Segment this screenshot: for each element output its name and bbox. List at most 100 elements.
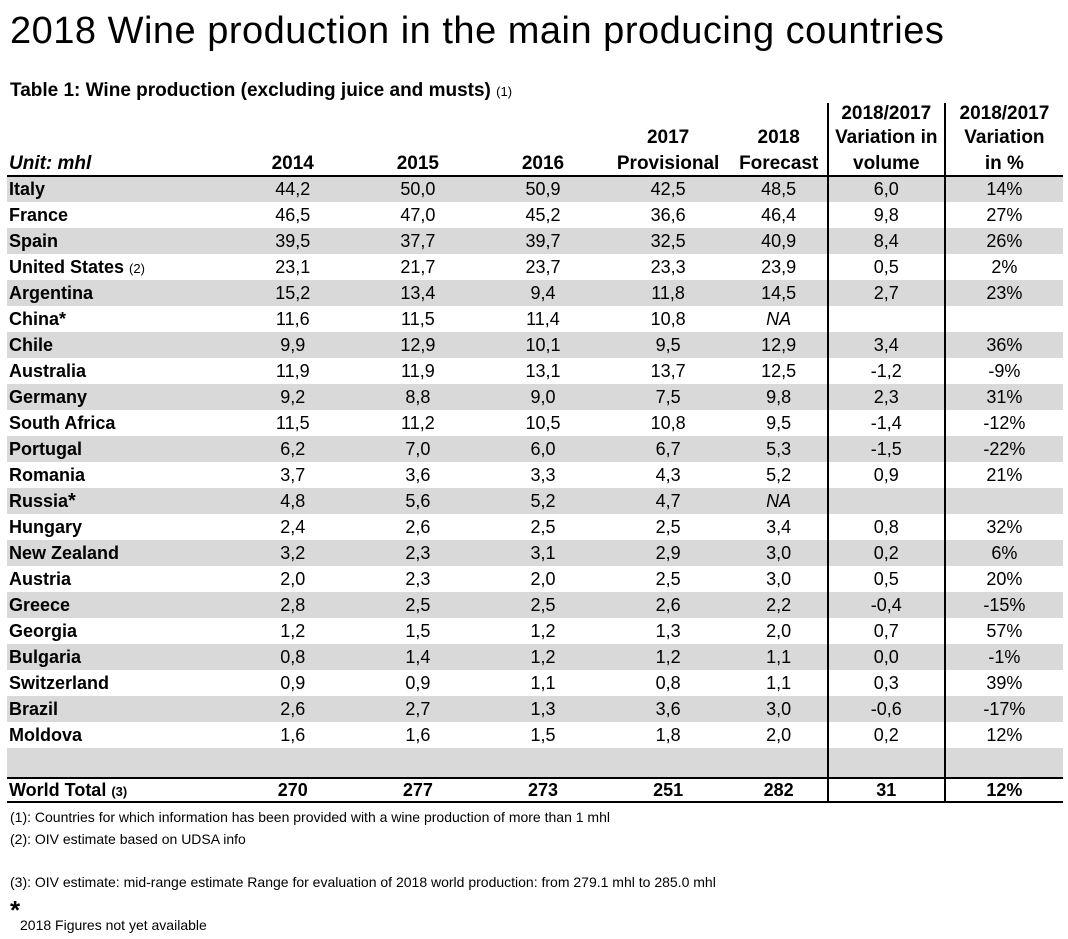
cell-2017: 10,8	[650, 308, 686, 329]
cell-variation-pct: 2%	[943, 254, 1063, 280]
country-name: Argentina	[9, 282, 94, 303]
cell-2016: 50,9	[480, 176, 606, 202]
cell-2014: 9,2	[230, 384, 356, 410]
country-name: France	[9, 204, 69, 225]
cell-2015: 8,8	[355, 384, 481, 410]
cell-2017: 1,2	[605, 644, 731, 670]
cell-2018: 1,1	[730, 644, 828, 670]
cell-2014: 2,4	[280, 516, 306, 537]
footnote-star: * 2018 Figures not yet available	[10, 895, 1060, 935]
cell-2017: 6,7	[605, 436, 731, 462]
cell-2018: 2,0	[766, 724, 792, 745]
cell-2016: 1,5	[530, 724, 556, 745]
country-name: Portugal	[9, 438, 83, 459]
cell-2018: 12,5	[761, 360, 797, 381]
cell-2018: 3,4	[766, 516, 792, 537]
country-name: Chile	[9, 334, 54, 355]
country-cell: Austria	[7, 566, 230, 592]
cell-variation-volume: 2,7	[826, 280, 945, 306]
country-name: South Africa	[9, 412, 116, 433]
cell-variation-pct: 32%	[943, 514, 1063, 540]
cell-2017: 4,7	[605, 488, 731, 514]
country-cell: Russia*	[7, 488, 231, 514]
cell-2016: 3,1	[480, 540, 606, 566]
country-name: New Zealand	[9, 542, 120, 563]
cell-2014: 2,6	[230, 696, 356, 722]
table-header: 2018/2017 2018/2017 2017 2018 Variation …	[7, 103, 1063, 177]
cell-2018: 23,9	[761, 256, 797, 277]
cell-2016: 1,2	[480, 644, 606, 670]
cell-2014: 23,1	[275, 256, 311, 277]
table-caption-text: Table 1: Wine production (excluding juic…	[10, 80, 491, 101]
cell-2018: 3,0	[766, 568, 792, 589]
cell-2015: 2,3	[405, 568, 431, 589]
table-row: Brazil 2,6 2,7 1,3 3,6 3,0 -0,6 -17%	[7, 696, 1063, 722]
total-variation-volume: 31	[826, 778, 945, 803]
header-pct-line3: in %	[943, 149, 1063, 177]
cell-2018: NA	[766, 308, 792, 329]
cell-2017: 4,3	[655, 464, 681, 485]
total-2014: 270	[230, 778, 356, 803]
cell-2018: 12,9	[730, 332, 828, 358]
cell-variation-volume: 0,9	[826, 462, 945, 488]
total-variation-pct: 12%	[943, 778, 1063, 803]
cell-2014: 11,5	[275, 412, 310, 433]
table-row: Hungary 2,4 2,6 2,5 2,5 3,4 0,8 32%	[7, 514, 1063, 540]
cell-2016: 39,7	[480, 228, 606, 254]
cell-variation-volume	[826, 488, 945, 514]
total-2017: 251	[605, 778, 731, 803]
footnote-1: (1): Countries for which information has…	[10, 809, 610, 825]
cell-2014: 39,5	[230, 228, 356, 254]
cell-variation-volume: 9,8	[826, 202, 945, 228]
footnote-star-mark: *	[10, 895, 21, 925]
cell-2014: 44,2	[230, 176, 356, 202]
footnotes: (1): Countries for which information has…	[10, 808, 1060, 935]
cell-2015: 12,9	[355, 332, 481, 358]
country-name: Romania	[9, 464, 86, 485]
country-name: Australia	[9, 360, 87, 381]
cell-2015: 11,9	[401, 360, 435, 381]
cell-variation-volume: 0,7	[826, 618, 945, 644]
cell-2016: 1,3	[480, 696, 606, 722]
header-2016: 2016	[480, 149, 606, 177]
country-cell: Germany	[7, 384, 231, 410]
cell-variation-volume: -1,5	[826, 436, 945, 462]
footnote-star-text: 2018 Figures not yet available	[20, 917, 207, 933]
cell-2018: 9,5	[766, 412, 792, 433]
cell-2014: 2,8	[230, 592, 356, 618]
cell-2018: 2,2	[730, 592, 828, 618]
country-cell: Chile	[7, 332, 231, 358]
cell-2015: 1,4	[355, 644, 481, 670]
cell-2015: 2,5	[355, 592, 481, 618]
cell-2016: 9,0	[480, 384, 606, 410]
cell-2016: 9,4	[480, 280, 606, 306]
header-var-line2: Variation in	[826, 125, 945, 149]
cell-2016: 2,0	[530, 568, 556, 589]
country-note: (2)	[129, 260, 145, 276]
header-2015: 2015	[355, 149, 481, 177]
table-caption-note: (1)	[496, 84, 513, 99]
cell-variation-pct: 20%	[943, 566, 1063, 592]
country-cell: Switzerland	[7, 670, 230, 696]
cell-variation-pct: 36%	[943, 332, 1063, 358]
table-row: Bulgaria 0,8 1,4 1,2 1,2 1,1 0,0 -1%	[7, 644, 1063, 670]
table-row: Germany 9,2 8,8 9,0 7,5 9,8 2,3 31%	[7, 384, 1063, 410]
country-cell: Australia	[7, 358, 230, 384]
cell-2017: 1,8	[655, 724, 681, 745]
cell-variation-pct: -22%	[943, 436, 1063, 462]
cell-2017: 32,5	[605, 228, 731, 254]
cell-2015: 37,7	[355, 228, 481, 254]
header-2014: 2014	[230, 149, 356, 177]
cell-2015: 1,5	[405, 620, 431, 641]
cell-2017: 7,5	[605, 384, 731, 410]
country-cell: Romania	[7, 462, 230, 488]
world-total-label: World Total	[9, 779, 107, 800]
table-row: United States (2) 23,1 21,7 23,7 23,3 23,9 0,5…	[7, 254, 1063, 280]
cell-2015: 50,0	[355, 176, 481, 202]
country-name: Italy	[9, 179, 46, 199]
cell-variation-pct: 12%	[943, 722, 1063, 748]
cell-2014: 46,5	[275, 204, 311, 225]
header-var-line3: volume	[826, 149, 945, 177]
cell-variation-volume: 0,8	[826, 514, 945, 540]
country-name: United States	[9, 256, 125, 277]
